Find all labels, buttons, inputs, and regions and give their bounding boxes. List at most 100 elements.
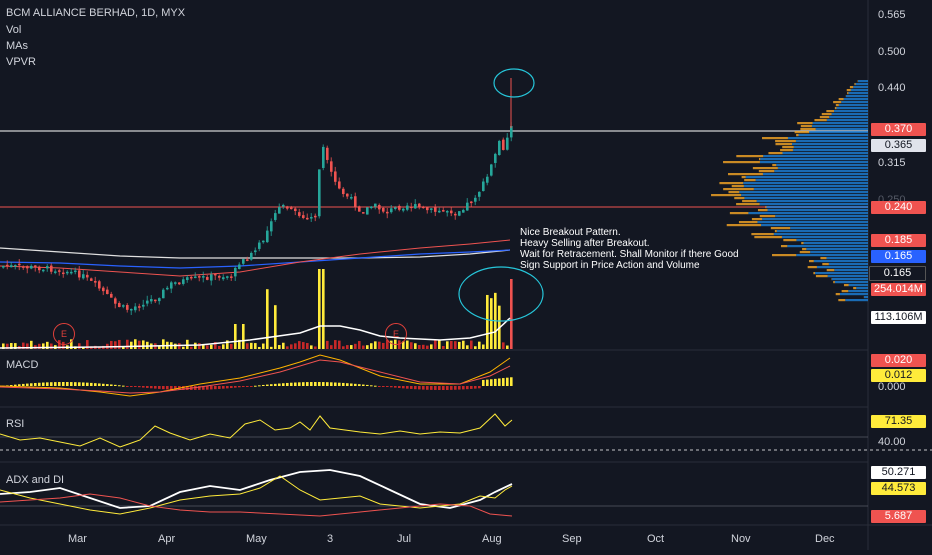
time-tick: Nov [731, 533, 751, 545]
vpvr-bar [827, 269, 835, 271]
macd-bar [262, 385, 265, 386]
candle [466, 203, 469, 211]
earnings-marker[interactable]: E [385, 323, 407, 345]
adx-label[interactable]: ADX and DI [6, 474, 64, 486]
vpvr-bar [757, 221, 868, 223]
candle [150, 299, 153, 301]
volume-badge-ma: 113.106M [871, 311, 926, 324]
candle [302, 215, 305, 218]
candle [102, 288, 105, 291]
macd-bar [270, 384, 273, 386]
legend-item-mas[interactable]: MAs [6, 38, 36, 54]
vpvr-bar [858, 80, 868, 82]
macd-bar [94, 383, 97, 386]
vpvr-bar [840, 293, 868, 295]
volume-bar [350, 345, 353, 349]
vpvr-bar [850, 86, 853, 88]
rsi-tick: 40.00 [878, 436, 906, 448]
candle [42, 270, 45, 272]
macd-label[interactable]: MACD [6, 359, 38, 371]
volume-bar [354, 344, 357, 349]
macd-bar [346, 383, 349, 386]
candle [334, 171, 337, 181]
candle [206, 277, 209, 280]
macd-bar [494, 379, 497, 386]
candle [326, 148, 329, 160]
vpvr-bar [759, 158, 760, 160]
vpvr-bar [833, 281, 835, 283]
vpvr-bar [799, 134, 868, 136]
candle [74, 271, 77, 273]
vpvr-bar [711, 194, 741, 196]
macd-bar [30, 383, 33, 386]
volume-bar [218, 346, 221, 349]
candle [114, 298, 117, 303]
legend-item-vpvr[interactable]: VPVR [6, 54, 36, 70]
macd-bar [50, 382, 53, 386]
macd-bar [130, 386, 133, 387]
macd-bar [66, 382, 69, 386]
vpvr-bar [788, 137, 868, 139]
vpvr-bar [832, 113, 868, 115]
candle [426, 207, 429, 210]
vpvr-bar [816, 128, 868, 130]
macd-bar [90, 383, 93, 386]
candle [230, 276, 233, 278]
candle [482, 182, 485, 191]
vpvr-bar [792, 143, 868, 145]
vpvr-bar [864, 296, 868, 298]
vpvr-bar [775, 215, 868, 217]
macd-bar [390, 386, 393, 387]
legend-item-vol[interactable]: Vol [6, 22, 36, 38]
macd-bar [82, 382, 85, 386]
vpvr-bar [829, 263, 868, 265]
volume-bar [306, 343, 309, 349]
price-candles [2, 78, 513, 315]
volume-bar [230, 344, 233, 349]
candle [62, 273, 65, 275]
volume-bar [134, 339, 137, 349]
candle [10, 265, 13, 267]
macd-bar [502, 378, 505, 386]
candle [22, 266, 25, 268]
candle [182, 279, 185, 284]
macd-bar [134, 386, 137, 387]
vpvr-bar [846, 95, 868, 97]
macd-bar [282, 383, 285, 386]
macd-bar [70, 382, 73, 386]
vpvr-bar [752, 218, 762, 220]
volume-bar [466, 345, 469, 349]
candle [442, 210, 445, 212]
macd-bar [366, 385, 369, 386]
candle [214, 274, 217, 276]
vpvr-bar [836, 104, 839, 106]
candle [198, 276, 201, 278]
vpvr-bar [839, 104, 868, 106]
vpvr-bar [826, 110, 834, 112]
volume-bar [446, 341, 449, 349]
volume-bar [438, 340, 441, 349]
vpvr-bar [763, 155, 868, 157]
price-badge-support: 0.240 [871, 201, 926, 214]
price-badge-last: 0.365 [871, 139, 926, 152]
volume-bar [370, 343, 373, 349]
candle [474, 198, 477, 202]
vpvr-bar [801, 125, 812, 127]
volume-bar [286, 346, 289, 349]
candle [246, 259, 249, 261]
volume-bar [486, 295, 489, 349]
candle [498, 141, 501, 155]
rsi-label[interactable]: RSI [6, 418, 24, 430]
volume-bar [126, 340, 129, 349]
vpvr-bar [730, 212, 749, 214]
vpvr-bar [762, 218, 868, 220]
volume-bar [206, 345, 209, 349]
earnings-marker[interactable]: E [53, 323, 75, 345]
macd-bar [154, 386, 157, 389]
volume-bar [270, 347, 273, 349]
volume-bar [114, 341, 117, 349]
vpvr-bar [854, 83, 855, 85]
candle [454, 214, 457, 216]
